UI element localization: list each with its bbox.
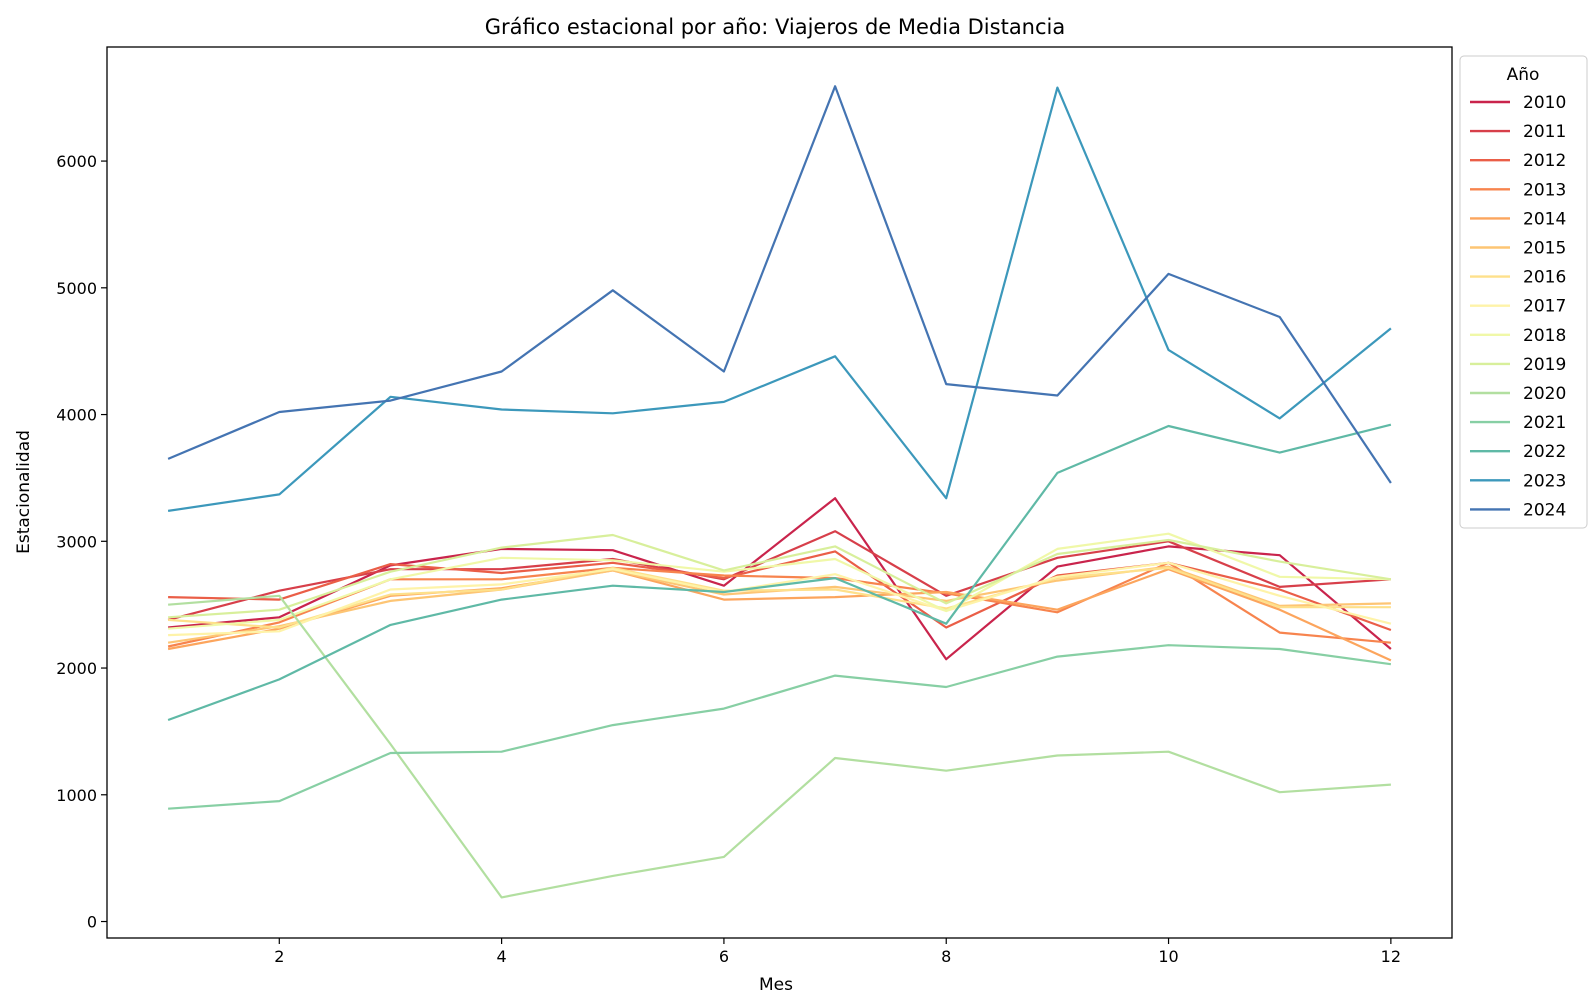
y-tick-label: 6000 (56, 152, 97, 171)
plot-frame (106, 46, 1453, 939)
y-tick-label: 5000 (56, 279, 97, 298)
legend-label-2013: 2013 (1523, 180, 1566, 200)
legend-label-2016: 2016 (1523, 268, 1566, 288)
legend-label-2011: 2011 (1523, 122, 1566, 142)
series-line-2018 (168, 532, 1391, 630)
legend-label-2018: 2018 (1523, 326, 1566, 346)
x-tick-label: 6 (719, 947, 729, 966)
legend-label-2020: 2020 (1523, 384, 1566, 404)
legend-label-2021: 2021 (1523, 413, 1566, 433)
x-tick-label: 2 (274, 947, 284, 966)
legend-label-2019: 2019 (1523, 355, 1566, 375)
x-axis-label: Mes (759, 975, 793, 995)
y-tick-label: 4000 (56, 406, 97, 425)
legend-box (1459, 55, 1588, 529)
y-axis-label: Estacionalidad (14, 430, 34, 554)
y-tick-label: 3000 (56, 532, 97, 551)
legend-label-2017: 2017 (1523, 297, 1566, 317)
x-tick-label: 8 (941, 947, 951, 966)
y-axis-ticks: 0 1000 2000 3000 4000 5000 6000 (56, 152, 107, 932)
legend: Año 2010 2011 2012 2013 2014 2015 2016 2017 2018… (1459, 55, 1588, 529)
legend-label-2014: 2014 (1523, 209, 1566, 229)
legend-label-2012: 2012 (1523, 151, 1566, 171)
legend-label-2023: 2023 (1523, 471, 1566, 491)
series-line-2010 (167, 497, 1392, 661)
series-line-2019 (168, 533, 1392, 619)
y-tick-label: 2000 (56, 659, 97, 678)
legend-items: 2010 2011 2012 2013 2014 2015 2016 2017 2018 2019… (1470, 93, 1566, 520)
series-line-2021 (168, 644, 1392, 810)
legend-label-2015: 2015 (1523, 239, 1566, 259)
series-line-2014 (167, 568, 1392, 662)
x-tick-label: 4 (497, 947, 507, 966)
legend-label-2024: 2024 (1523, 500, 1566, 520)
y-tick-label: 0 (87, 913, 97, 932)
x-tick-label: 10 (1158, 947, 1178, 966)
series-line-2024 (167, 85, 1392, 484)
series-line-2022 (167, 423, 1392, 722)
series-line-2016 (168, 566, 1391, 629)
series-line-2023 (167, 86, 1392, 512)
chart-title: Gráfico estacional por año: Viajeros de … (485, 15, 1066, 39)
legend-label-2010: 2010 (1523, 93, 1566, 113)
y-tick-label: 1000 (56, 786, 97, 805)
series-line-2017 (168, 561, 1392, 637)
x-tick-label: 12 (1381, 947, 1401, 966)
series-layer (167, 85, 1392, 899)
series-line-2011 (167, 530, 1391, 621)
x-axis-ticks: 2 4 6 8 10 12 (274, 938, 1401, 966)
legend-title: Año (1507, 65, 1540, 85)
legend-label-2022: 2022 (1523, 442, 1566, 462)
series-line-2020 (168, 594, 1391, 899)
